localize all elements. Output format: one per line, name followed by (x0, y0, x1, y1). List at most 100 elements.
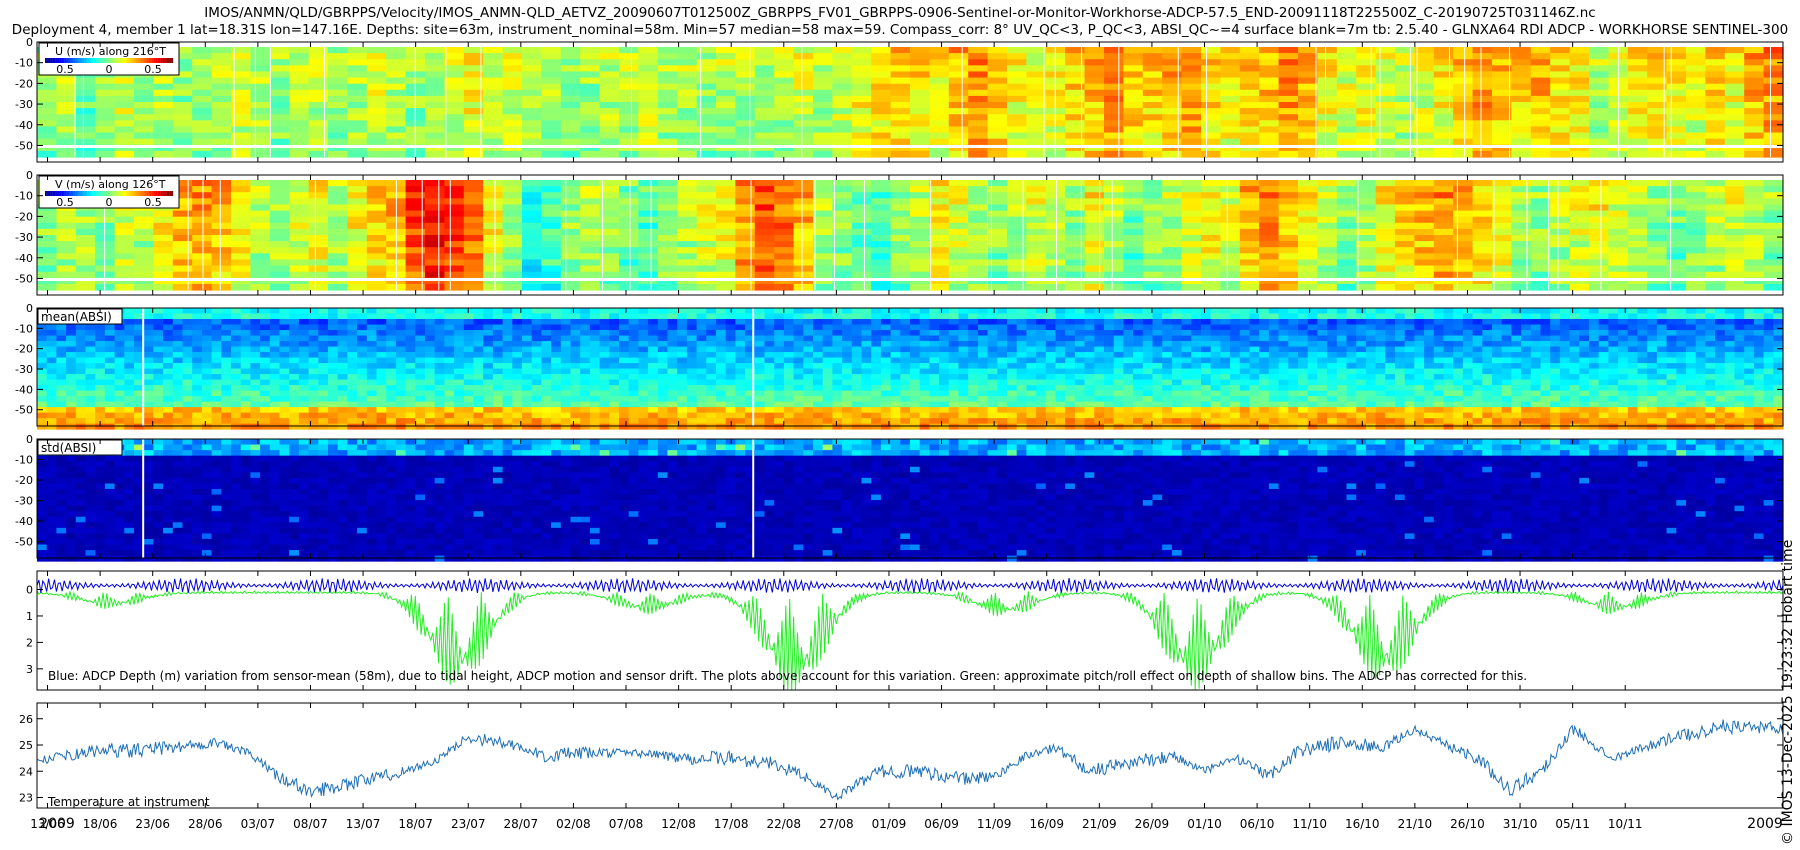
colorbar-swatch (60, 58, 62, 63)
heatmap-cell (395, 346, 407, 353)
heatmap-cell (871, 138, 892, 146)
heatmap-cell (1201, 77, 1221, 85)
heatmap-cell (357, 335, 368, 342)
heatmap-cell (143, 368, 154, 375)
heatmap-cell (871, 204, 892, 212)
heatmap-cell (1395, 271, 1415, 279)
heatmap-cell (1065, 259, 1086, 267)
heatmap-cell (1433, 271, 1454, 279)
heatmap-cell (211, 368, 222, 375)
heatmap-cell (1162, 126, 1183, 134)
heatmap-cell (987, 59, 1008, 66)
heatmap-cell (1317, 102, 1338, 109)
heatmap-cell (1627, 47, 1648, 54)
heatmap-cell (269, 186, 290, 193)
heatmap-cell (1666, 89, 1687, 97)
colorbar-swatch (161, 58, 163, 63)
heatmap-cell (46, 379, 57, 386)
colorbar-swatch (106, 58, 108, 63)
heatmap-cell (1084, 186, 1105, 193)
heatmap-cell (774, 241, 795, 248)
heatmap-cell (308, 385, 319, 392)
heatmap-cell (522, 308, 533, 314)
heatmap-cell (172, 346, 184, 353)
heatmap-cell (114, 83, 135, 91)
heatmap-cell (483, 412, 494, 419)
heatmap-cell (1336, 71, 1357, 79)
heatmap-cell (735, 59, 756, 66)
heatmap-cell (677, 271, 698, 279)
heatmap-cell (1123, 71, 1144, 79)
y-tick-label: -40 (15, 252, 33, 265)
heatmap-cell (1666, 138, 1687, 146)
heatmap-cell (192, 401, 203, 408)
heatmap-cell (1375, 144, 1396, 152)
heatmap-cell (793, 253, 814, 261)
heatmap-cell (968, 108, 989, 115)
heatmap-cell (1201, 247, 1221, 254)
heatmap-cell (95, 330, 106, 336)
heatmap-cell (1705, 259, 1726, 267)
colorbar-swatch (116, 191, 119, 196)
heatmap-cell (813, 186, 833, 193)
heatmap-cell (987, 228, 1008, 236)
heatmap-cell (716, 47, 736, 54)
heatmap-cell (1278, 198, 1299, 206)
heatmap-cell (1162, 132, 1183, 140)
heatmap-cell (1026, 95, 1047, 103)
heatmap-cell (37, 401, 48, 408)
colorbar-swatch (138, 58, 140, 63)
heatmap-cell (1259, 77, 1280, 85)
heatmap-cell (56, 423, 67, 430)
heatmap-cell (696, 102, 717, 109)
heatmap-cell (1317, 144, 1338, 152)
heatmap-cell (1045, 180, 1066, 187)
heatmap-cell (580, 346, 591, 353)
heatmap-cell (308, 53, 329, 60)
heatmap-cell (386, 308, 397, 314)
heatmap-cell (1666, 222, 1687, 230)
heatmap-cell (289, 357, 300, 364)
heatmap-cell (890, 271, 911, 279)
heatmap-cell (1647, 186, 1668, 193)
heatmap-cell (1220, 83, 1241, 91)
heatmap-cell (1181, 65, 1202, 73)
heatmap-cell (308, 363, 319, 370)
heatmap-cell (910, 132, 930, 140)
heatmap-cell (260, 363, 271, 370)
heatmap-cell (1084, 138, 1105, 146)
colorbar-swatch (141, 191, 143, 196)
heatmap-cell (1239, 132, 1260, 140)
heatmap-cell (37, 396, 48, 403)
heatmap-cell (337, 319, 348, 325)
heatmap-cell (871, 247, 892, 254)
heatmap-cell (134, 102, 154, 109)
heatmap-cell (269, 150, 290, 158)
heatmap-cell (337, 346, 348, 353)
heatmap-cell (1569, 283, 1590, 291)
heatmap-cell (318, 401, 329, 408)
heatmap-cell (580, 368, 591, 375)
heatmap-cell (405, 390, 416, 397)
heatmap-cell (463, 363, 475, 370)
heatmap-cell (221, 401, 232, 408)
heatmap-cell (1414, 138, 1435, 146)
heatmap-cell (192, 138, 213, 146)
heatmap-cell (172, 186, 193, 193)
heatmap-cell (1123, 102, 1144, 109)
heatmap-cell (589, 308, 601, 314)
heatmap-cell (114, 271, 135, 279)
heatmap-cell (551, 319, 562, 325)
heatmap-cell (1007, 186, 1027, 193)
heatmap-cell (444, 324, 455, 331)
heatmap-cell (1530, 114, 1551, 121)
heatmap-cell (589, 423, 601, 430)
heatmap-cell (968, 83, 989, 91)
heatmap-cell (75, 253, 96, 261)
heatmap-cell (1356, 186, 1377, 193)
heatmap-cell (221, 324, 232, 331)
heatmap-cell (832, 138, 853, 146)
heatmap-cell (1336, 102, 1357, 109)
heatmap-cell (890, 120, 911, 128)
heatmap-cell (948, 271, 969, 279)
